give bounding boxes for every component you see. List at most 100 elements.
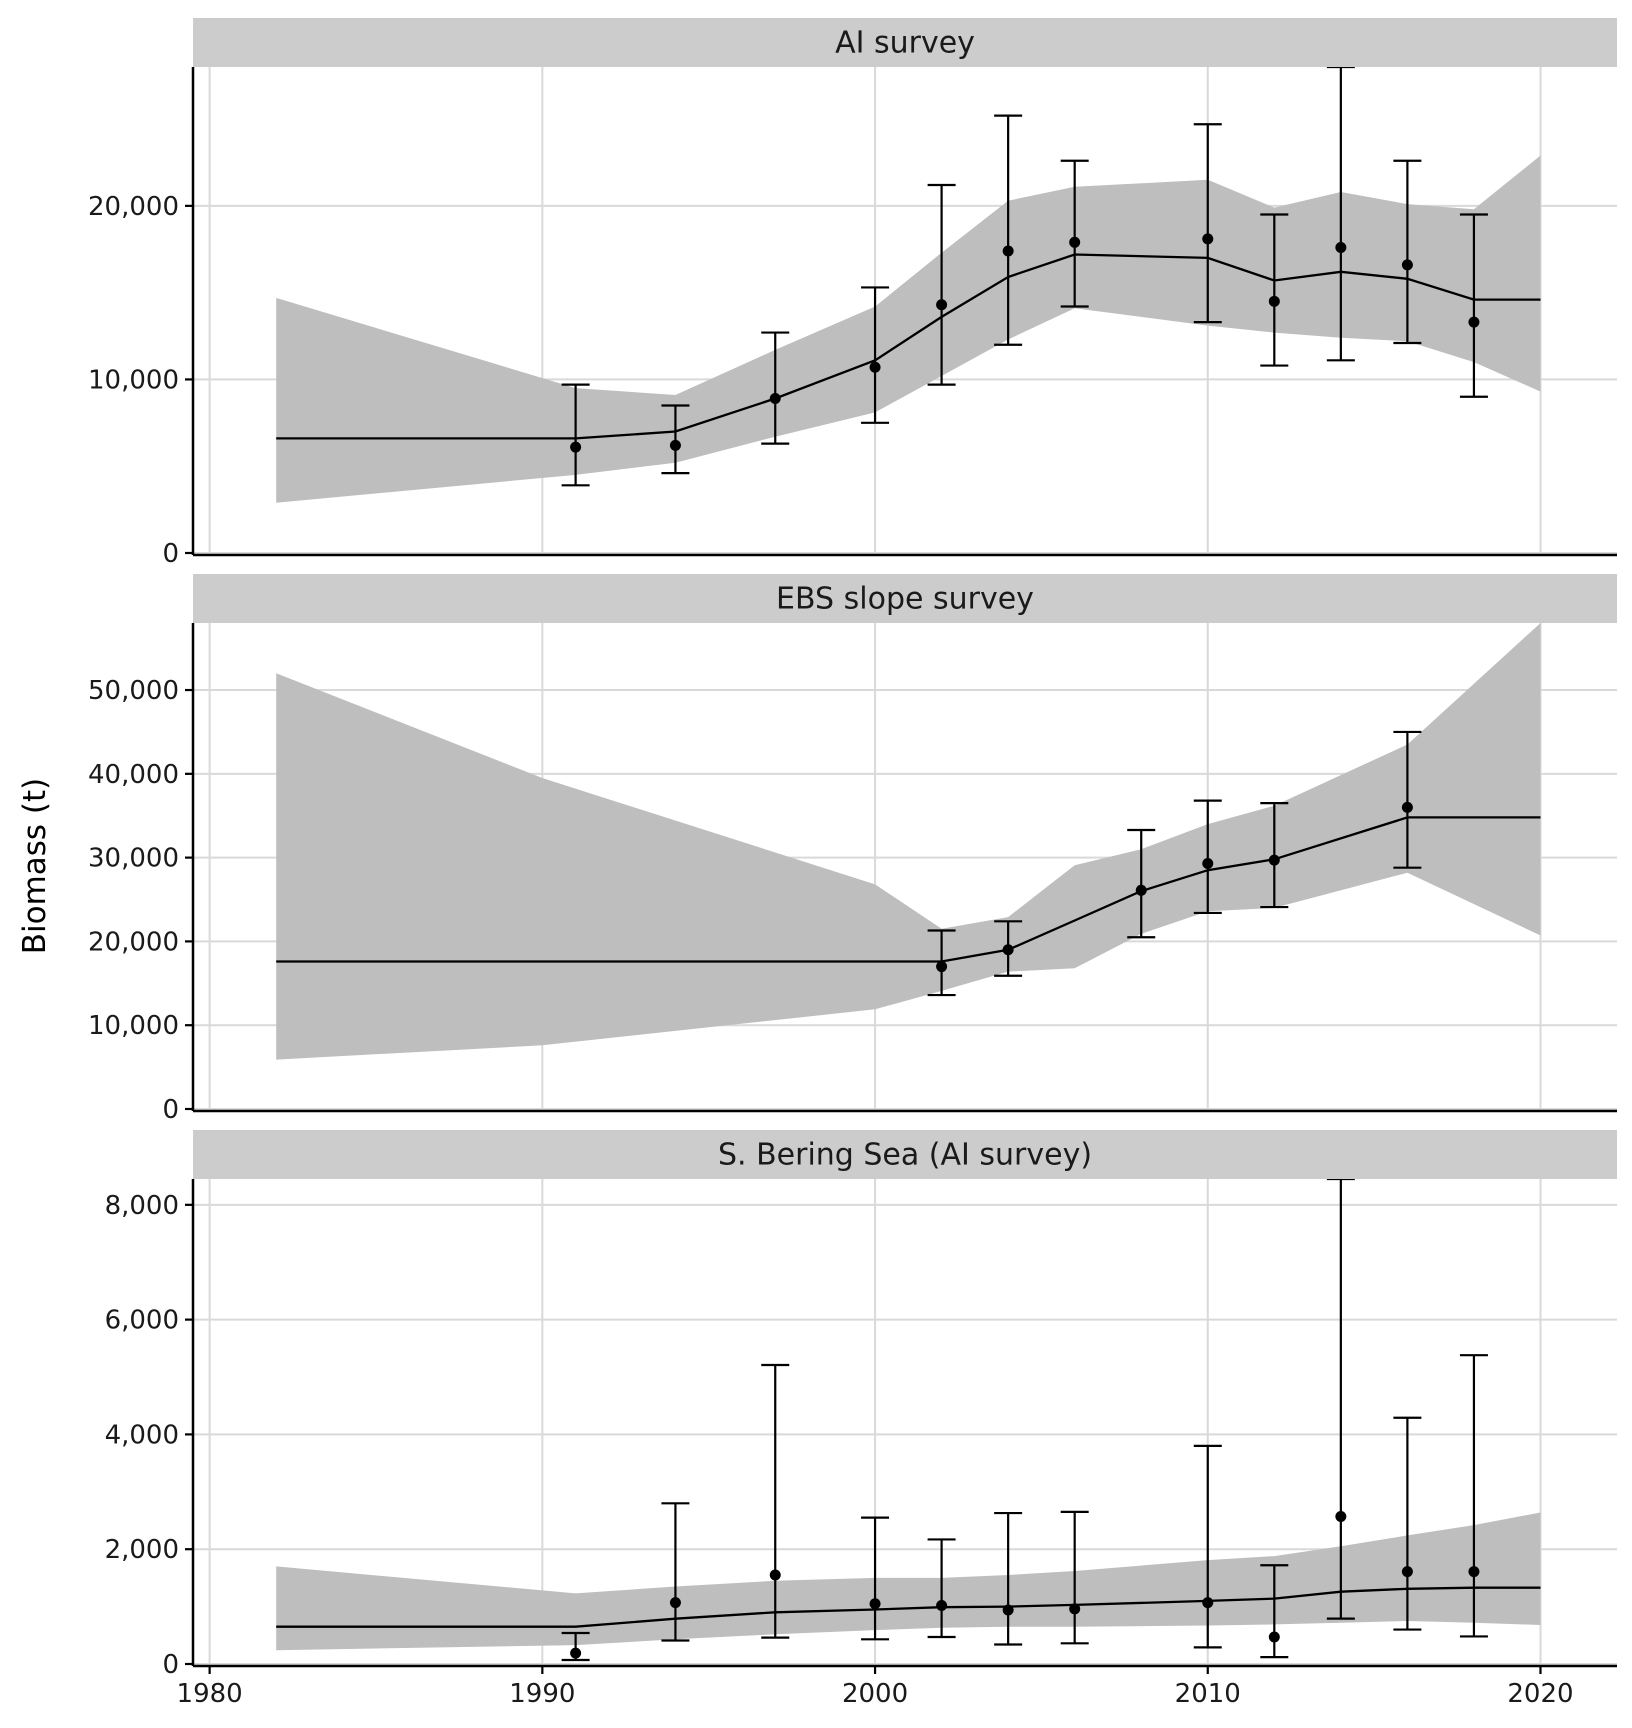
data-point: [1268, 1631, 1280, 1643]
y-axis: 0 10,000 20,000: [88, 67, 195, 569]
data-point: [1401, 801, 1413, 813]
y-axis-title: Biomass (t): [17, 778, 53, 955]
observation-2006: [1060, 159, 1089, 308]
y-tick-label: 20,000: [88, 192, 179, 222]
observation-2010: [1193, 1444, 1222, 1649]
observation-2000: [861, 1516, 890, 1641]
data-point: [1468, 316, 1480, 328]
observation-1991: [561, 1631, 590, 1662]
panel-1: AI survey 0 10,000 20,000: [88, 18, 1617, 569]
y-tick-label: 6,000: [105, 1306, 179, 1336]
observation-2004: [994, 114, 1023, 346]
observation-1994: [661, 404, 690, 475]
y-tick-label: 10,000: [88, 1011, 179, 1041]
data-point: [570, 441, 582, 453]
facet-strip: [193, 18, 1617, 67]
x-tick-label: 2010: [1175, 1679, 1241, 1709]
facet-strip-label: AI survey: [835, 26, 975, 61]
y-tick-label: 0: [162, 1095, 179, 1125]
observation-1994: [661, 1502, 690, 1642]
data-point: [1202, 857, 1214, 869]
observation-2016: [1393, 730, 1422, 869]
confidence-ribbon: [276, 623, 1541, 1060]
observation-2012: [1260, 802, 1289, 909]
data-point: [936, 299, 948, 311]
observation-2004: [994, 1511, 1023, 1646]
data-point: [1002, 245, 1014, 257]
observation-2010: [1193, 799, 1222, 915]
model-fit-line: [276, 816, 1541, 963]
data-point: [1335, 242, 1347, 254]
observation-2000: [861, 286, 890, 424]
facet-strip-label: EBS slope survey: [776, 582, 1034, 617]
data-point: [936, 961, 948, 973]
x-axis: 1980 1990 2000 2010 2020: [177, 1666, 1574, 1709]
observation-1997: [761, 331, 790, 445]
confidence-ribbon: [276, 1512, 1541, 1651]
model-fit-line: [276, 1586, 1541, 1628]
observation-2010: [1193, 123, 1222, 324]
data-point: [1202, 233, 1214, 245]
x-tick-label: 2000: [842, 1679, 908, 1709]
y-tick-label: 2,000: [105, 1535, 179, 1565]
confidence-ribbon: [276, 155, 1541, 503]
observation-2014: [1326, 1179, 1355, 1620]
observation-2002: [927, 183, 956, 386]
facet-strip: [193, 574, 1617, 623]
data-point: [570, 1647, 582, 1659]
data-point: [1468, 1566, 1480, 1578]
data-point: [1202, 1597, 1214, 1609]
panel-data: [276, 623, 1541, 1060]
observation-2004: [994, 920, 1023, 977]
observation-2018: [1459, 1354, 1488, 1638]
observation-2012: [1260, 213, 1289, 367]
observation-2014: [1326, 67, 1355, 362]
data-point: [1335, 1510, 1347, 1522]
x-tick-label: 1990: [509, 1679, 575, 1709]
observation-1997: [761, 1363, 790, 1639]
x-tick-label: 1980: [177, 1679, 243, 1709]
observation-2018: [1459, 213, 1488, 398]
data-point: [1002, 1604, 1014, 1616]
y-tick-label: 50,000: [88, 676, 179, 706]
panel-data: [276, 67, 1541, 503]
y-tick-label: 40,000: [88, 760, 179, 790]
y-tick-label: 0: [162, 539, 179, 569]
observation-2016: [1393, 159, 1422, 345]
y-tick-label: 30,000: [88, 844, 179, 874]
observation-2012: [1260, 1564, 1289, 1659]
model-fit-line: [276, 253, 1541, 440]
observation-2002: [927, 1538, 956, 1639]
observation-2006: [1060, 1510, 1089, 1645]
y-tick-label: 20,000: [88, 927, 179, 957]
y-tick-label: 8,000: [105, 1191, 179, 1221]
y-tick-label: 0: [162, 1650, 179, 1680]
data-point: [936, 1599, 948, 1611]
data-point: [769, 1569, 781, 1581]
panel-3: S. Bering Sea (AI survey) 0 2,000 4,000 6,00…: [105, 1130, 1617, 1680]
data-point: [1401, 259, 1413, 271]
data-point: [1401, 1566, 1413, 1578]
y-axis: 0 10,000 20,000 30,000 40,000 50,000: [88, 623, 195, 1125]
data-point: [669, 439, 681, 451]
y-axis: 0 2,000 4,000 6,000 8,000: [105, 1179, 195, 1680]
data-point: [1268, 295, 1280, 307]
data-point: [869, 361, 881, 373]
x-tick-label: 2020: [1507, 1679, 1573, 1709]
data-point: [1268, 854, 1280, 866]
data-point: [769, 393, 781, 405]
observation-1991: [561, 383, 590, 487]
panel-2: EBS slope survey 0 10,000 20,000 30,000 40,00…: [88, 574, 1617, 1125]
data-point: [1135, 884, 1147, 896]
data-point: [669, 1597, 681, 1609]
observation-2008: [1127, 828, 1156, 939]
observation-2016: [1393, 1416, 1422, 1631]
y-tick-label: 10,000: [88, 365, 179, 395]
data-point: [869, 1598, 881, 1610]
y-tick-label: 4,000: [105, 1420, 179, 1450]
data-point: [1069, 236, 1081, 248]
facet-strip-label: S. Bering Sea (AI survey): [718, 1138, 1092, 1173]
facet-strip: [193, 1130, 1617, 1179]
panel-data: [276, 1179, 1541, 1662]
